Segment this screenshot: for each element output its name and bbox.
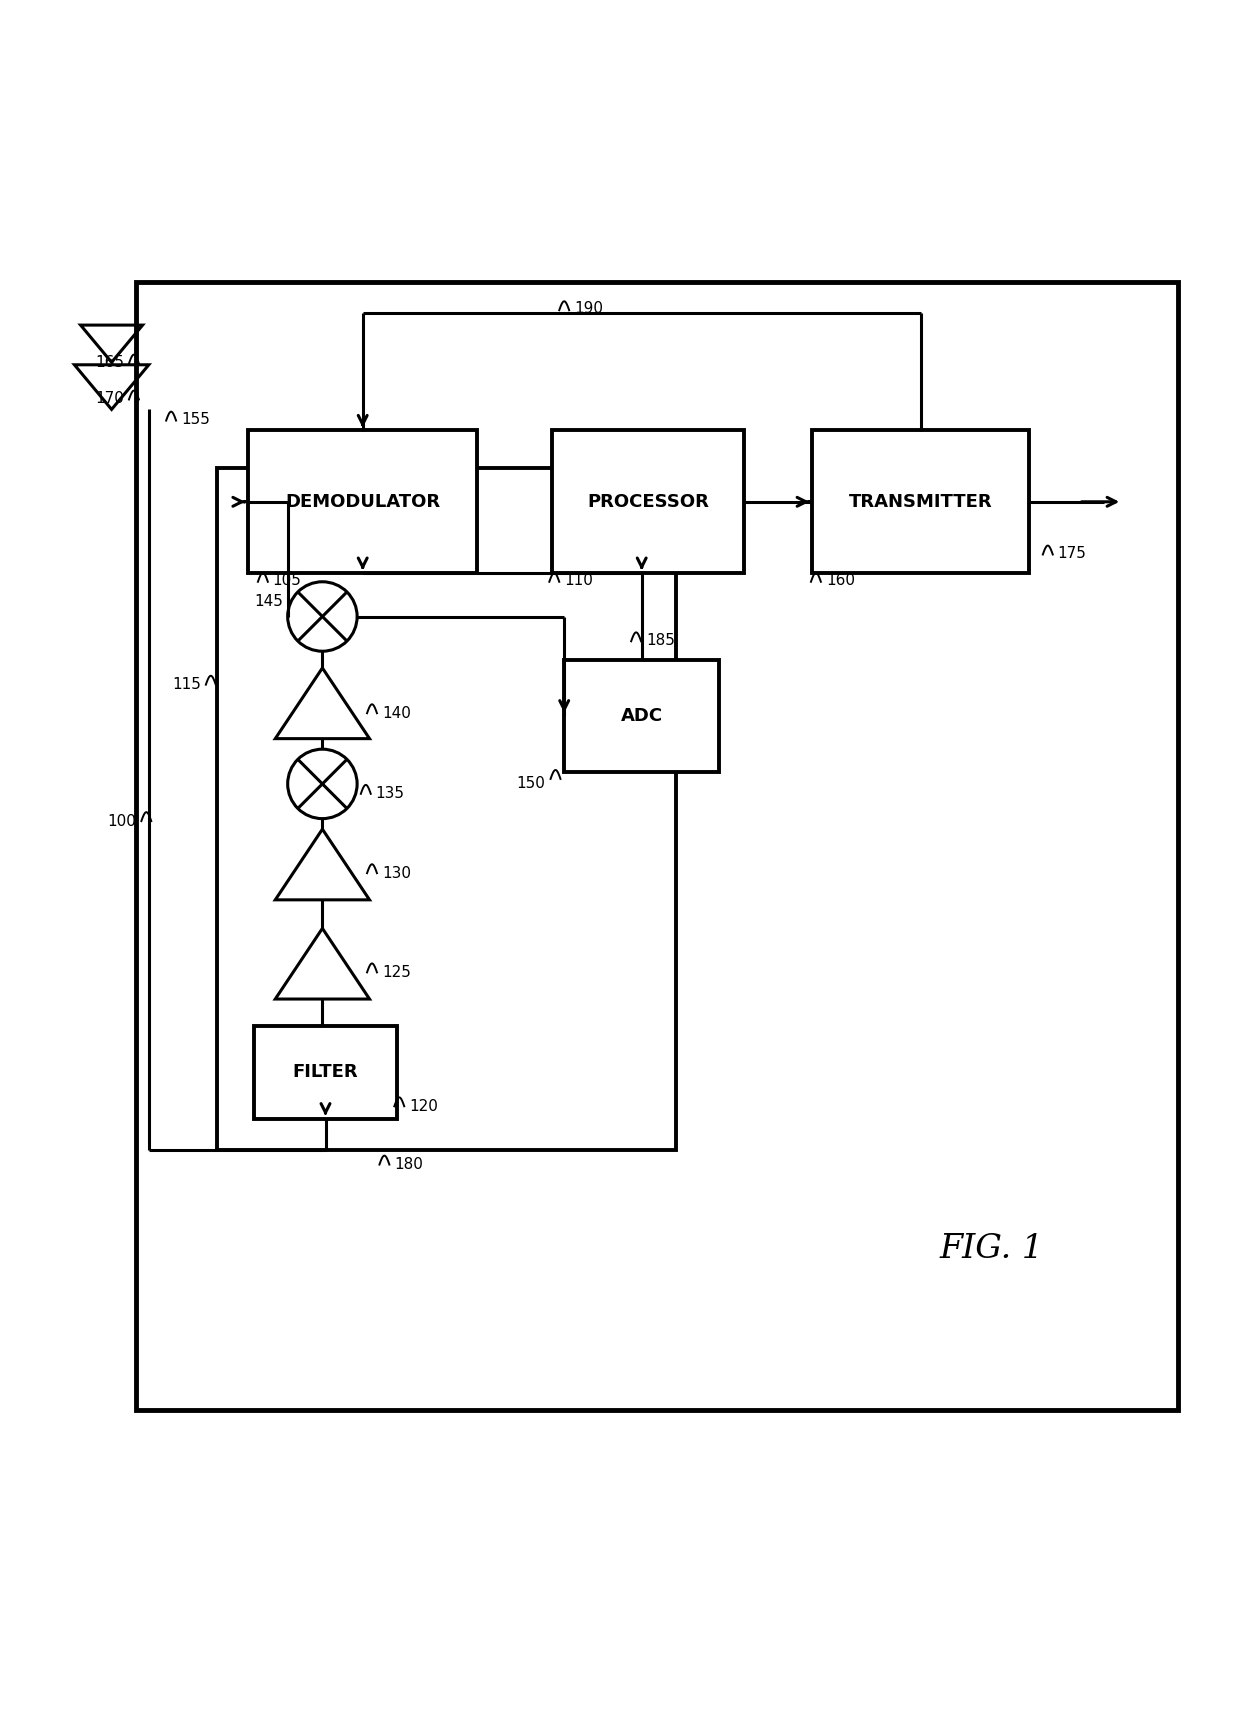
Text: 110: 110 <box>564 572 593 588</box>
Bar <box>254 1025 397 1119</box>
Text: 150: 150 <box>517 776 546 792</box>
Text: 160: 160 <box>826 572 854 588</box>
Text: FIG. 1: FIG. 1 <box>940 1233 1044 1266</box>
Bar <box>552 431 744 572</box>
Text: 100: 100 <box>108 814 136 828</box>
Text: 190: 190 <box>574 301 603 316</box>
Text: ADC: ADC <box>621 707 662 724</box>
Text: DEMODULATOR: DEMODULATOR <box>285 493 440 510</box>
Text: 165: 165 <box>95 354 124 370</box>
Text: FILTER: FILTER <box>293 1063 358 1081</box>
Text: TRANSMITTER: TRANSMITTER <box>849 493 992 510</box>
Text: 130: 130 <box>382 866 410 880</box>
Text: 185: 185 <box>646 633 675 648</box>
Text: 140: 140 <box>382 705 410 721</box>
Text: 155: 155 <box>181 412 210 427</box>
Bar <box>136 282 1178 1411</box>
Text: 135: 135 <box>376 787 404 801</box>
Text: 105: 105 <box>273 572 301 588</box>
Bar <box>217 469 676 1150</box>
Bar <box>248 431 477 572</box>
Text: 115: 115 <box>172 678 201 692</box>
Text: 170: 170 <box>95 391 124 406</box>
Text: 180: 180 <box>394 1157 423 1172</box>
Bar <box>812 431 1029 572</box>
Text: 145: 145 <box>254 595 283 609</box>
Text: 120: 120 <box>409 1100 438 1113</box>
Text: 125: 125 <box>382 965 410 980</box>
Bar <box>564 660 719 771</box>
Text: 175: 175 <box>1058 546 1086 560</box>
Text: PROCESSOR: PROCESSOR <box>587 493 709 510</box>
